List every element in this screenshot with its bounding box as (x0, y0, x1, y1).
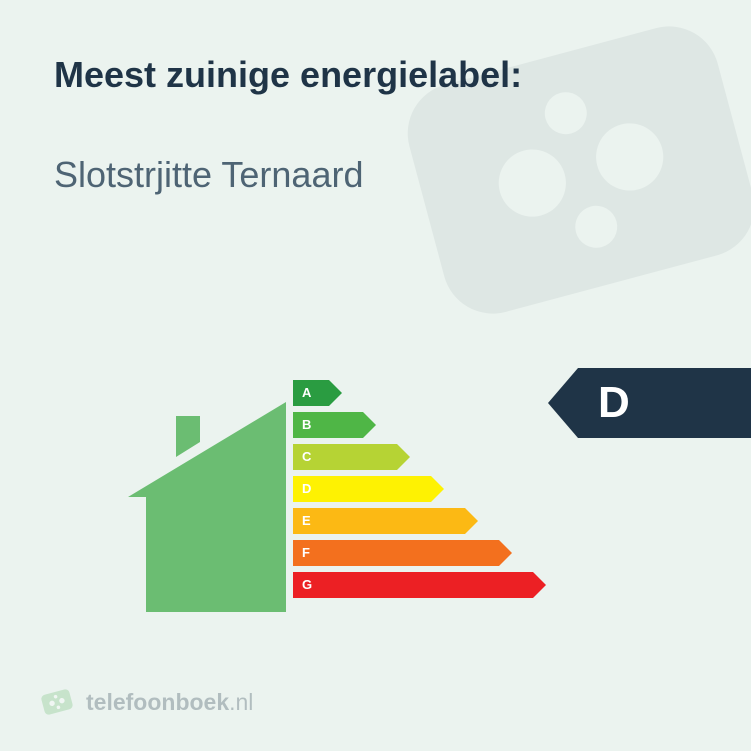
rating-tag-body: D (578, 368, 751, 438)
energy-bar-rect (293, 476, 431, 502)
footer-logo-icon (40, 685, 74, 719)
footer-brand: telefoonboek.nl (86, 689, 253, 716)
energy-bar-label: G (302, 572, 312, 598)
content-area: Meest zuinige energielabel: Slotstrjitte… (0, 0, 751, 196)
page-subtitle: Slotstrjitte Ternaard (54, 154, 697, 196)
footer: telefoonboek.nl (40, 685, 253, 719)
energy-bar: C (293, 444, 410, 470)
energy-bar-label: A (302, 380, 311, 406)
energy-bar-rect (293, 540, 499, 566)
energy-bar-tip (363, 412, 376, 438)
energy-bar: F (293, 540, 512, 566)
rating-tag-arrow (548, 368, 578, 438)
rating-letter: D (598, 378, 630, 428)
energy-bar-tip (431, 476, 444, 502)
energy-bar-rect (293, 572, 533, 598)
energy-bar-label: E (302, 508, 311, 534)
energy-bar-label: F (302, 540, 310, 566)
energy-bar: D (293, 476, 444, 502)
house-icon (128, 402, 288, 612)
energy-bar: E (293, 508, 478, 534)
rating-tag: D (548, 368, 751, 438)
energy-bar: B (293, 412, 376, 438)
footer-brand-name: telefoonboek (86, 689, 229, 715)
energy-label-chart: ABCDEFG D (128, 370, 751, 630)
energy-bar: A (293, 380, 342, 406)
energy-bar: G (293, 572, 546, 598)
energy-bar-tip (329, 380, 342, 406)
energy-bar-rect (293, 508, 465, 534)
energy-bar-tip (499, 540, 512, 566)
energy-bar-label: C (302, 444, 311, 470)
energy-bar-tip (465, 508, 478, 534)
page-title: Meest zuinige energielabel: (54, 54, 697, 96)
energy-bar-label: D (302, 476, 311, 502)
energy-bar-tip (397, 444, 410, 470)
footer-tld: .nl (229, 689, 253, 715)
energy-bar-label: B (302, 412, 311, 438)
energy-bar-tip (533, 572, 546, 598)
